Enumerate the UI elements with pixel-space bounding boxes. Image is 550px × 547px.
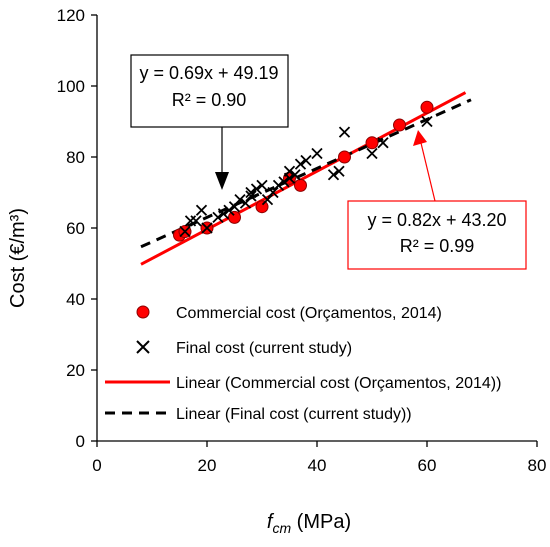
y-ticks: 0 20 40 60 80 100 120 bbox=[57, 6, 97, 451]
x-ticks: 0 20 40 60 80 bbox=[92, 441, 546, 475]
final-cost-point bbox=[267, 186, 279, 199]
axes: 0 20 40 60 80 100 120 0 20 40 60 80 bbox=[57, 6, 547, 475]
final-cost-point bbox=[245, 190, 257, 202]
final-cost-point bbox=[421, 115, 433, 128]
equation-box-final-cost: y = 0.69x + 49.19 R² = 0.90 bbox=[130, 54, 289, 190]
commercial-cost-point bbox=[294, 178, 307, 192]
final-cost-point bbox=[272, 179, 285, 192]
equation-box-commercial-cost: y = 0.82x + 43.20 R² = 0.99 bbox=[347, 130, 527, 270]
x-tick-label: 60 bbox=[418, 456, 437, 475]
final-cost-trendline bbox=[140, 98, 472, 249]
final-cost-point bbox=[333, 165, 345, 177]
commercial-cost-point bbox=[420, 100, 434, 114]
equation-arrowhead-commercial-cost bbox=[413, 130, 427, 146]
final-cost-point bbox=[366, 147, 378, 160]
final-cost-point bbox=[300, 154, 312, 167]
y-axis-title: Cost (€/m³) bbox=[7, 208, 29, 308]
y-tick-label: 100 bbox=[57, 77, 85, 96]
legend-label-final-cost: Final cost (current study) bbox=[176, 340, 352, 357]
legend-label-commercial-cost: Commercial cost (Orçamentos, 2014) bbox=[176, 305, 442, 322]
legend-label-commercial-trend: Linear (Commercial cost (Orçamentos, 201… bbox=[176, 375, 501, 392]
final-cost-point bbox=[228, 201, 241, 213]
x-tick-label: 0 bbox=[92, 456, 101, 475]
equation-arrow-commercial-cost bbox=[420, 142, 436, 202]
final-cost-point bbox=[377, 137, 389, 149]
final-cost-point bbox=[190, 215, 202, 227]
legend: Commercial cost (Orçamentos, 2014) Final… bbox=[105, 305, 501, 423]
commercial-cost-point bbox=[255, 200, 269, 214]
commercial-cost-point bbox=[228, 210, 241, 224]
trendlines bbox=[140, 91, 472, 266]
final-cost-point bbox=[261, 193, 274, 206]
final-cost-point bbox=[195, 204, 208, 216]
r2-commercial-cost: R² = 0.99 bbox=[400, 236, 475, 256]
commercial-cost-trendline bbox=[140, 91, 467, 266]
y-tick-label: 20 bbox=[66, 361, 85, 380]
x-axis-title-unit: (MPa) bbox=[291, 511, 351, 533]
x-axis-title-subscript: cm bbox=[272, 520, 291, 536]
commercial-cost-point bbox=[365, 136, 379, 150]
legend-label-final-trend: Linear (Final cost (current study)) bbox=[176, 406, 412, 423]
y-tick-label: 80 bbox=[66, 148, 85, 167]
equation-arrowhead-final-cost bbox=[215, 172, 229, 190]
final-cost-point bbox=[201, 222, 213, 234]
legend-marker-final-cost bbox=[136, 340, 150, 354]
x-tick-label: 20 bbox=[198, 456, 217, 475]
final-cost-point bbox=[294, 158, 307, 170]
final-cost-point bbox=[245, 186, 257, 199]
final-cost-point bbox=[278, 176, 290, 188]
final-cost-point bbox=[311, 147, 323, 160]
x-axis-title-symbol: f bbox=[267, 511, 275, 533]
commercial-cost-point bbox=[338, 150, 351, 164]
final-cost-point bbox=[289, 169, 301, 181]
equation-final-cost: y = 0.69x + 49.19 bbox=[139, 63, 278, 83]
final-cost-point bbox=[256, 179, 268, 192]
final-cost-point bbox=[239, 197, 252, 209]
y-tick-label: 0 bbox=[76, 432, 85, 451]
legend-marker-commercial-cost bbox=[136, 305, 150, 319]
final-cost-point bbox=[212, 211, 224, 223]
final-cost-point bbox=[327, 169, 340, 181]
commercial-cost-point bbox=[393, 118, 406, 132]
series-points bbox=[173, 100, 434, 242]
final-cost-point bbox=[223, 204, 235, 216]
final-cost-point bbox=[283, 172, 296, 184]
final-cost-point bbox=[217, 208, 230, 220]
x-tick-label: 80 bbox=[528, 456, 547, 475]
final-cost-point bbox=[338, 126, 351, 138]
x-axis-title: fcm (MPa) bbox=[267, 511, 351, 536]
y-tick-label: 60 bbox=[66, 219, 85, 238]
y-tick-label: 40 bbox=[66, 290, 85, 309]
equation-commercial-cost: y = 0.82x + 43.20 bbox=[367, 210, 506, 230]
x-tick-label: 40 bbox=[308, 456, 327, 475]
r2-final-cost: R² = 0.90 bbox=[172, 90, 247, 110]
y-tick-label: 120 bbox=[57, 6, 85, 25]
final-cost-point bbox=[250, 183, 263, 195]
final-cost-point bbox=[179, 225, 191, 238]
final-cost-point bbox=[234, 193, 246, 206]
